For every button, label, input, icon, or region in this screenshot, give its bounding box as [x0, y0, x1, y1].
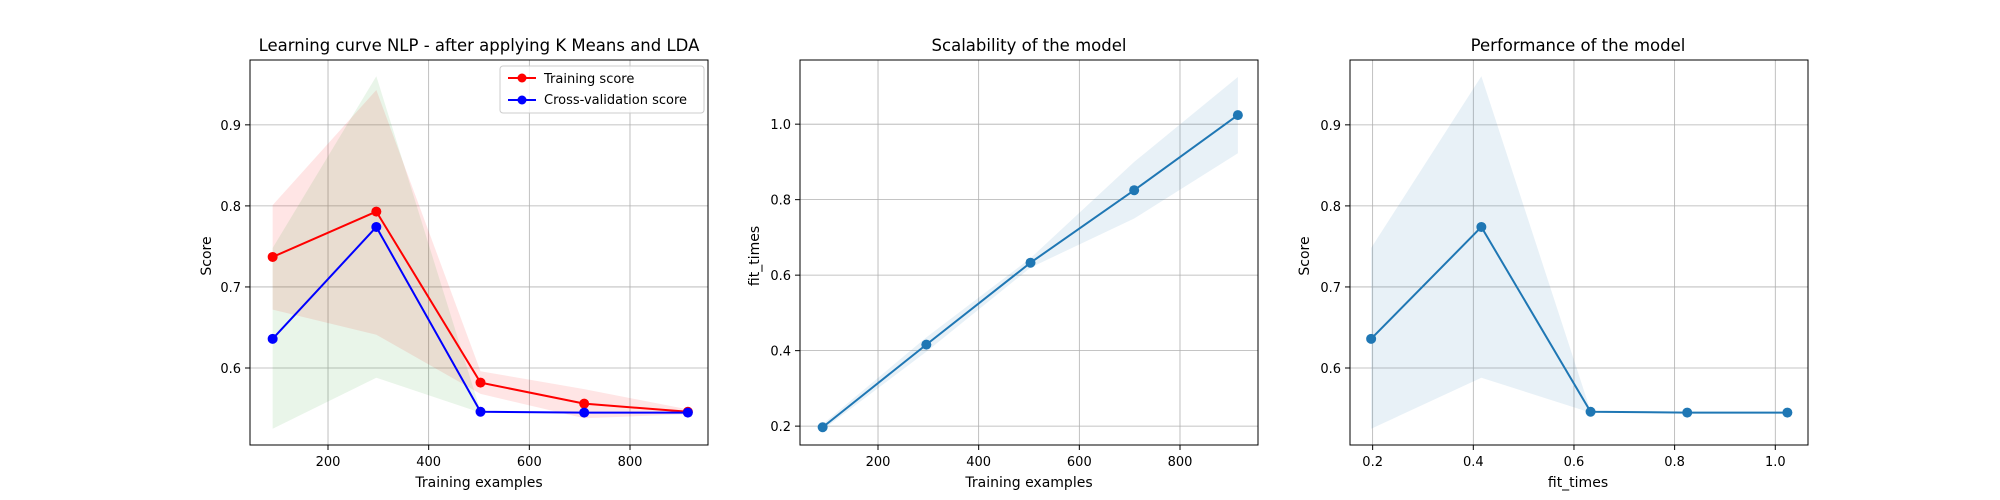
x-tick-label: 800: [1168, 455, 1193, 470]
data-point: [475, 377, 486, 388]
data-point: [1366, 333, 1377, 344]
axes-frame: [799, 59, 1259, 446]
data-point: [1585, 406, 1596, 417]
legend: Training score Cross-validation score: [499, 65, 705, 114]
confidence-band: [272, 89, 688, 419]
data-point: [817, 422, 828, 433]
chart-title: Performance of the model: [1471, 36, 1686, 55]
data-point: [475, 406, 486, 417]
data-point: [267, 251, 278, 262]
y-tick-label: 1.0: [770, 118, 791, 133]
confidence-band: [272, 76, 688, 429]
data-point: [371, 221, 382, 232]
performance-panel: Performance of the model 0.2 0.4 0.6 0.8 1.0…: [1297, 36, 1809, 491]
y-tick-label: 0.8: [220, 200, 241, 215]
x-tick-label: 0.6: [1564, 455, 1585, 470]
plot-area: 200 400 600 800 0.2 0.4 0.6 0.8 1.0: [770, 59, 1259, 470]
x-tick-label: 0.2: [1362, 455, 1383, 470]
confidence-band: [1371, 76, 1788, 429]
x-tick-label: 200: [866, 455, 891, 470]
data-point: [1232, 110, 1243, 121]
y-tick-label: 0.8: [1320, 200, 1341, 215]
y-tick-label: 0.6: [770, 269, 791, 284]
y-tick-label: 0.6: [220, 362, 241, 377]
chart-title: Learning curve NLP - after applying K Me…: [259, 36, 700, 55]
x-tick-label: 0.4: [1463, 455, 1484, 470]
legend-label-training: Training score: [543, 72, 634, 87]
x-axis-label: fit_times: [1548, 475, 1608, 491]
axes-frame: [249, 59, 709, 446]
x-tick-label: 800: [618, 455, 643, 470]
data-point: [1025, 257, 1036, 268]
scalability-panel: Scalability of the model 200 400 600 800 0.2…: [747, 36, 1259, 491]
data-point: [371, 206, 382, 217]
legend-box: [499, 65, 705, 114]
x-tick-label: 0.8: [1664, 455, 1685, 470]
data-point: [682, 407, 693, 418]
y-tick-label: 0.7: [1320, 281, 1341, 296]
y-tick-label: 0.7: [220, 281, 241, 296]
plot-area: 0.2 0.4 0.6 0.8 1.0 0.6 0.7 0.8 0.9: [1320, 59, 1809, 470]
data-point: [921, 339, 932, 350]
data-point: [267, 333, 278, 344]
y-axis-label: Score: [1297, 236, 1313, 275]
data-point: [579, 398, 590, 409]
data-point: [1476, 221, 1487, 232]
x-tick-label: 400: [416, 455, 441, 470]
data-point: [1129, 185, 1140, 196]
x-tick-label: 200: [316, 455, 341, 470]
data-point: [1682, 407, 1693, 418]
plot-area: 200 400 600 800 0.6 0.7 0.8 0.9: [220, 59, 709, 470]
x-axis-label: Training examples: [964, 475, 1092, 491]
y-tick-label: 0.4: [770, 345, 791, 360]
learning-curve-panel: Learning curve NLP - after applying K Me…: [199, 36, 709, 491]
y-tick-label: 0.2: [770, 420, 791, 435]
y-tick-label: 0.6: [1320, 362, 1341, 377]
y-tick-label: 0.9: [220, 119, 241, 134]
data-point: [579, 407, 590, 418]
x-tick-label: 1.0: [1765, 455, 1786, 470]
x-axis-label: Training examples: [414, 475, 542, 491]
x-tick-label: 600: [1067, 455, 1092, 470]
x-tick-label: 600: [517, 455, 542, 470]
legend-label-cross-validation: Cross-validation score: [544, 93, 687, 108]
y-axis-label: fit_times: [747, 226, 763, 286]
axes-frame: [1349, 59, 1809, 446]
y-axis-label: Score: [199, 236, 215, 275]
chart-title: Scalability of the model: [932, 36, 1127, 55]
y-tick-label: 0.8: [770, 194, 791, 209]
x-tick-label: 400: [966, 455, 991, 470]
legend-marker-cross-validation: [517, 95, 527, 105]
data-point: [1782, 407, 1793, 418]
legend-marker-training: [517, 73, 527, 83]
y-tick-label: 0.9: [1320, 119, 1341, 134]
